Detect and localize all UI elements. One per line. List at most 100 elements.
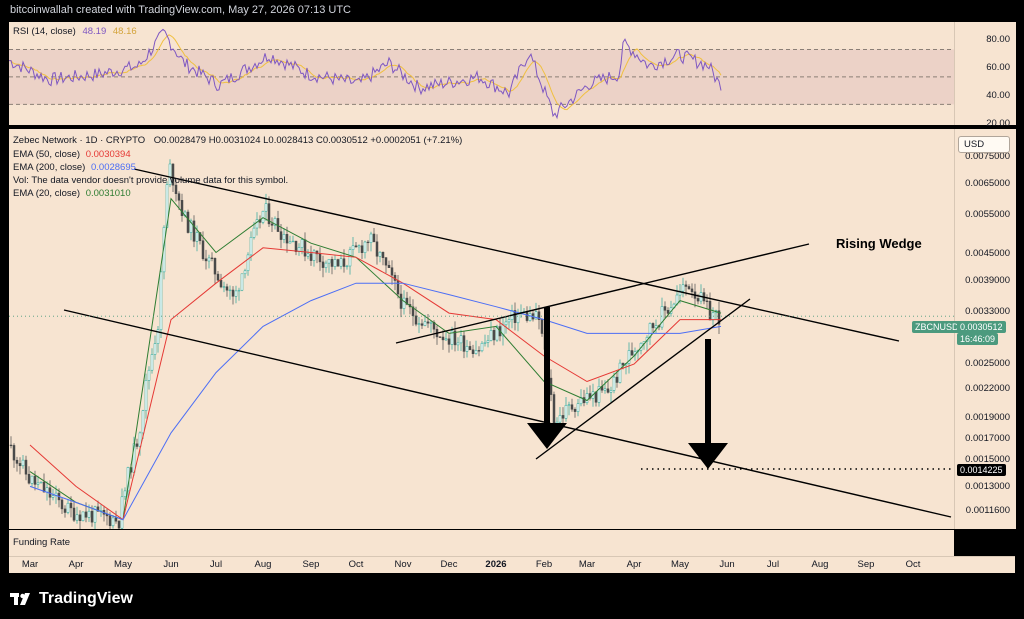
candle-body — [69, 502, 73, 509]
candle-body — [246, 254, 250, 271]
footer-bar — [0, 578, 1024, 619]
time-tick: Jun — [719, 559, 735, 570]
time-axis[interactable]: Mar Apr May Jun Jul Aug Sep Oct Nov Dec … — [9, 556, 1015, 573]
candle-body — [597, 386, 601, 403]
candle-body — [48, 487, 52, 498]
rsi-panel[interactable]: RSI (14, close) 48.19 48.16 — [9, 22, 954, 125]
ema50-label: EMA (50, close) — [13, 149, 81, 160]
candle-body — [549, 377, 553, 395]
funding-panel[interactable]: Funding Rate — [9, 530, 954, 556]
candle-body — [312, 250, 316, 261]
candle-body — [486, 340, 490, 343]
candle-body — [681, 284, 685, 292]
candle-body — [447, 338, 451, 345]
candle-body — [72, 507, 76, 521]
candle-body — [663, 306, 667, 311]
time-tick: Aug — [254, 559, 272, 570]
rsi-axis[interactable]: 80.00 60.00 40.00 20.00 — [954, 22, 1016, 129]
time-tick: Mar — [578, 559, 596, 570]
candle-body — [453, 330, 457, 346]
funding-label: Funding Rate — [13, 537, 71, 548]
candle-body — [45, 487, 49, 493]
ohlc-values: O0.0028479 H0.0031024 L0.0028413 C0.0030… — [153, 135, 463, 146]
ema50-line — [29, 247, 721, 521]
time-tick: Nov — [394, 559, 412, 570]
candle-body — [21, 459, 25, 467]
candle-body — [477, 350, 481, 352]
rsi-legend: RSI (14, close) 48.19 48.16 — [13, 26, 137, 37]
candle-body — [114, 517, 118, 522]
candle-body — [420, 323, 424, 326]
candle-body — [504, 321, 508, 326]
candle-body — [120, 496, 124, 529]
rsi-tick: 80.00 — [986, 34, 1010, 45]
candle-body — [294, 240, 298, 252]
candle-body — [81, 511, 85, 521]
currency-button[interactable]: USD — [958, 136, 1010, 153]
candle-body — [36, 482, 40, 485]
candle-body — [60, 499, 64, 510]
candle-body — [117, 520, 121, 529]
candle-body — [468, 346, 472, 350]
candle-body — [204, 258, 208, 262]
candle-body — [582, 397, 586, 404]
candle-body — [174, 184, 178, 194]
candle-body — [63, 508, 67, 513]
candle-body — [528, 313, 532, 321]
candle-body — [609, 390, 613, 393]
candle-body — [438, 336, 442, 338]
candle-body — [618, 362, 622, 383]
time-tick: May — [671, 559, 689, 570]
candle-body — [51, 495, 55, 498]
tradingview-logo[interactable]: TradingView — [10, 590, 133, 608]
candle-body — [18, 463, 22, 467]
wedge-lower-line — [535, 298, 751, 460]
candle-body — [219, 279, 223, 288]
candle-body — [198, 232, 202, 241]
measured-move-arrow-1-shaft — [544, 307, 550, 427]
candle-body — [315, 250, 319, 255]
price-tick: 0.0045000 — [965, 248, 1010, 259]
ema20-value: 0.0031010 — [85, 188, 131, 199]
time-tick: Sep — [302, 559, 320, 570]
candle-body — [288, 241, 292, 244]
channel-lower-line — [63, 309, 952, 518]
candle-body — [9, 444, 13, 447]
candle-body — [66, 502, 70, 513]
candle-body — [108, 515, 112, 526]
candle-body — [261, 210, 265, 223]
price-tick: 0.0019000 — [965, 412, 1010, 423]
rsi-ma-line — [9, 34, 722, 111]
candle-body — [192, 220, 196, 242]
candle-body — [369, 233, 373, 243]
candle-body — [534, 311, 538, 320]
candle-body — [180, 200, 184, 216]
candle-body — [234, 290, 238, 297]
candle-body — [564, 405, 568, 419]
candle-body — [309, 253, 313, 261]
candle-body — [375, 241, 379, 257]
candle-body — [390, 267, 394, 276]
ema200-label: EMA (200, close) — [13, 162, 86, 173]
candle-body — [300, 239, 304, 248]
candle-body — [147, 369, 151, 381]
time-tick: Feb — [535, 559, 553, 570]
candle-body — [567, 404, 571, 406]
candle-body — [348, 249, 352, 267]
candle-body — [570, 404, 574, 410]
candle-body — [558, 415, 562, 423]
candle-body — [237, 289, 241, 292]
candle-body — [696, 298, 700, 302]
time-tick: Jul — [209, 559, 223, 570]
candle-body — [216, 273, 220, 281]
candle-body — [405, 297, 409, 305]
price-tick: 0.0065000 — [965, 178, 1010, 189]
candle-body — [585, 393, 589, 403]
candle-body — [615, 376, 619, 383]
candle-body — [462, 335, 466, 352]
candle-body — [159, 271, 163, 330]
candle-body — [33, 475, 37, 485]
price-panel[interactable]: Zebec Network · 1D · CRYPTO O0.0028479 H… — [9, 129, 954, 529]
candle-body — [39, 481, 43, 484]
time-tick-year: 2026 — [485, 559, 507, 570]
